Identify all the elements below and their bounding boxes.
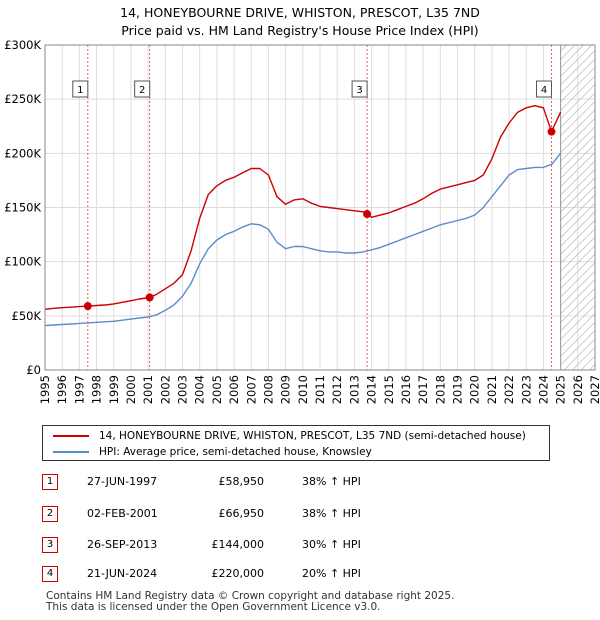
footer: Contains HM Land Registry data © Crown c… (46, 591, 454, 613)
x-tick-label: 2027 (588, 375, 600, 404)
legend: 14, HONEYBOURNE DRIVE, WHISTON, PRESCOT,… (42, 425, 550, 461)
x-tick-label: 1997 (72, 375, 86, 404)
sale-point (83, 302, 92, 311)
sale-badge: 3 (42, 537, 58, 553)
x-tick-label: 2020 (468, 375, 482, 404)
x-tick-label: 2006 (227, 375, 241, 404)
sale-hpi-delta: 38% ↑ HPI (302, 507, 361, 520)
x-tick-label: 1998 (90, 375, 104, 404)
sale-price: £220,000 (211, 567, 265, 580)
x-tick-label: 2014 (365, 375, 379, 404)
x-tick-label: 2021 (485, 375, 499, 404)
sale-date: 26-SEP-2013 (87, 538, 158, 551)
y-tick-label: £50K (12, 309, 42, 323)
x-tick-label: 2003 (176, 375, 190, 404)
x-tick-label: 2000 (124, 375, 138, 404)
sale-badge: 2 (42, 506, 58, 522)
x-tick-label: 2026 (571, 375, 585, 404)
sale-date: 27-JUN-1997 (87, 475, 158, 488)
x-tick-label: 1996 (55, 375, 69, 404)
x-tick-label: 2022 (502, 375, 516, 404)
sale-price: £144,000 (211, 538, 265, 551)
sale-hpi-delta: 20% ↑ HPI (302, 567, 361, 580)
sale-number-label: 1 (77, 85, 83, 96)
x-tick-label: 2024 (536, 375, 550, 404)
x-tick-label: 2010 (296, 375, 310, 404)
legend-label-property: 14, HONEYBOURNE DRIVE, WHISTON, PRESCOT,… (99, 430, 526, 442)
x-tick-label: 2011 (313, 375, 327, 404)
y-tick-label: £100K (4, 255, 41, 269)
x-tick-label: 2018 (433, 375, 447, 404)
sale-point (145, 293, 154, 302)
x-tick-label: 2009 (279, 375, 293, 404)
x-tick-label: 2004 (193, 375, 207, 404)
x-tick-label: 2005 (210, 375, 224, 404)
y-tick-label: £200K (4, 146, 41, 160)
legend-label-hpi: HPI: Average price, semi-detached house,… (99, 446, 372, 458)
x-tick-label: 2025 (554, 375, 568, 404)
sale-number-label: 4 (541, 85, 547, 96)
sale-hpi-delta: 30% ↑ HPI (302, 538, 361, 551)
sale-date: 21-JUN-2024 (87, 567, 158, 580)
sale-row: 4 21-JUN-2024 £220,000 20% ↑ HPI (42, 564, 562, 584)
sale-point (547, 127, 556, 136)
sale-badge: 4 (42, 566, 58, 582)
sale-row: 1 27-JUN-1997 £58,950 38% ↑ HPI (42, 472, 562, 492)
x-tick-label: 2012 (330, 375, 344, 404)
sale-number-label: 2 (139, 85, 145, 96)
property-price-line (44, 104, 562, 310)
legend-line-red (53, 435, 89, 437)
x-tick-label: 2002 (158, 375, 172, 404)
x-tick-label: 2001 (141, 375, 155, 404)
title-line-2: Price paid vs. HM Land Registry's House … (121, 23, 479, 38)
title-line-1: 14, HONEYBOURNE DRIVE, WHISTON, PRESCOT,… (120, 5, 480, 20)
x-tick-label: 2015 (382, 375, 396, 404)
x-tick-label: 1999 (107, 375, 121, 404)
sale-number-badge (134, 80, 151, 98)
sale-row: 3 26-SEP-2013 £144,000 30% ↑ HPI (42, 535, 562, 555)
plot-frame (44, 44, 596, 371)
footer-line-1: Contains HM Land Registry data © Crown c… (46, 590, 455, 602)
x-tick-label: 1995 (38, 375, 52, 404)
sale-row: 2 02-FEB-2001 £66,950 38% ↑ HPI (42, 504, 562, 524)
price-chart: 1 2 3 4 £0 £50K £100K £150K £200K £250K £300K 199… (4, 38, 600, 404)
legend-line-blue (53, 451, 89, 453)
y-tick-label: £0 (26, 363, 41, 377)
x-tick-label: 2016 (399, 375, 413, 404)
sale-date: 02-FEB-2001 (87, 507, 158, 520)
hpi-line (44, 152, 562, 327)
sale-hpi-delta: 38% ↑ HPI (302, 475, 361, 488)
sale-price: £58,950 (218, 475, 265, 488)
x-tick-label: 2017 (416, 375, 430, 404)
sale-badge: 1 (42, 474, 58, 490)
x-tick-label: 2019 (451, 375, 465, 404)
y-tick-label: £250K (4, 92, 41, 106)
y-tick-label: £150K (4, 201, 41, 215)
chart-title: 14, HONEYBOURNE DRIVE, WHISTON, PRESCOT,… (0, 4, 600, 40)
y-tick-label: £300K (4, 38, 41, 52)
sale-number-badge (72, 80, 89, 98)
sale-number-badge (536, 80, 553, 98)
sale-number-label: 3 (356, 85, 362, 96)
x-tick-label: 2023 (519, 375, 533, 404)
sale-point (363, 210, 372, 218)
x-tick-label: 2007 (244, 375, 258, 404)
footer-line-2: This data is licensed under the Open Gov… (46, 601, 381, 613)
x-tick-label: 2008 (261, 375, 275, 404)
future-hatch-region (560, 45, 595, 370)
x-tick-label: 2013 (347, 375, 361, 404)
sale-price: £66,950 (218, 507, 265, 520)
sale-number-badge (351, 80, 368, 98)
